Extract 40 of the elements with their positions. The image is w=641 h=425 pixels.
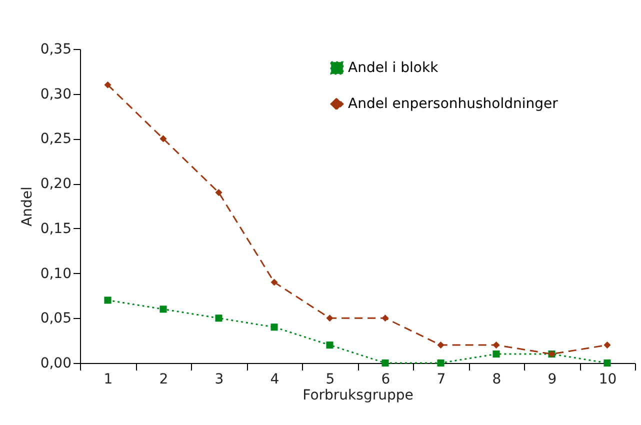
point — [604, 359, 611, 367]
x-tick-label: 1 — [104, 372, 113, 388]
x-tick-label: 7 — [436, 372, 446, 388]
point — [104, 296, 112, 304]
x-tick-label: 4 — [270, 372, 280, 388]
legend-label: Andel enpersonhusholdninger — [348, 96, 558, 112]
point — [437, 342, 444, 349]
point — [160, 135, 167, 142]
y-tick-label: 0,35 — [40, 42, 72, 58]
point — [604, 342, 611, 349]
x-tick-label: 9 — [548, 372, 557, 388]
y-tick-label: 0,15 — [40, 220, 72, 237]
point — [215, 189, 222, 196]
x-tick-label: 8 — [492, 372, 502, 388]
point — [160, 306, 167, 313]
point — [437, 359, 444, 367]
point — [492, 342, 500, 349]
y-tick-label: 0,25 — [40, 131, 72, 148]
legend-label: Andel i blokk — [348, 60, 440, 76]
point — [492, 350, 500, 358]
x-tick-label: 6 — [381, 372, 390, 388]
x-tick-label: 3 — [214, 372, 224, 388]
x-tick-label: 10 — [598, 372, 617, 388]
point — [104, 81, 112, 88]
y-tick-label: 0,05 — [40, 310, 72, 327]
y-tick-label: 0,30 — [40, 86, 72, 102]
point — [215, 314, 222, 322]
point — [382, 359, 389, 367]
point — [270, 324, 278, 331]
y-tick-label: 0,00 — [40, 356, 72, 372]
point — [326, 314, 334, 322]
x-axis-title: Forbruksgruppe — [302, 388, 414, 404]
point — [382, 314, 389, 322]
x-tick-label: 5 — [326, 372, 335, 388]
x-tick-label: 2 — [159, 372, 168, 388]
y-tick-label: 0,20 — [40, 176, 72, 192]
y-axis-title: Andel — [19, 186, 36, 226]
point — [270, 278, 278, 286]
point — [326, 342, 334, 349]
y-tick-label: 0,10 — [40, 266, 72, 282]
